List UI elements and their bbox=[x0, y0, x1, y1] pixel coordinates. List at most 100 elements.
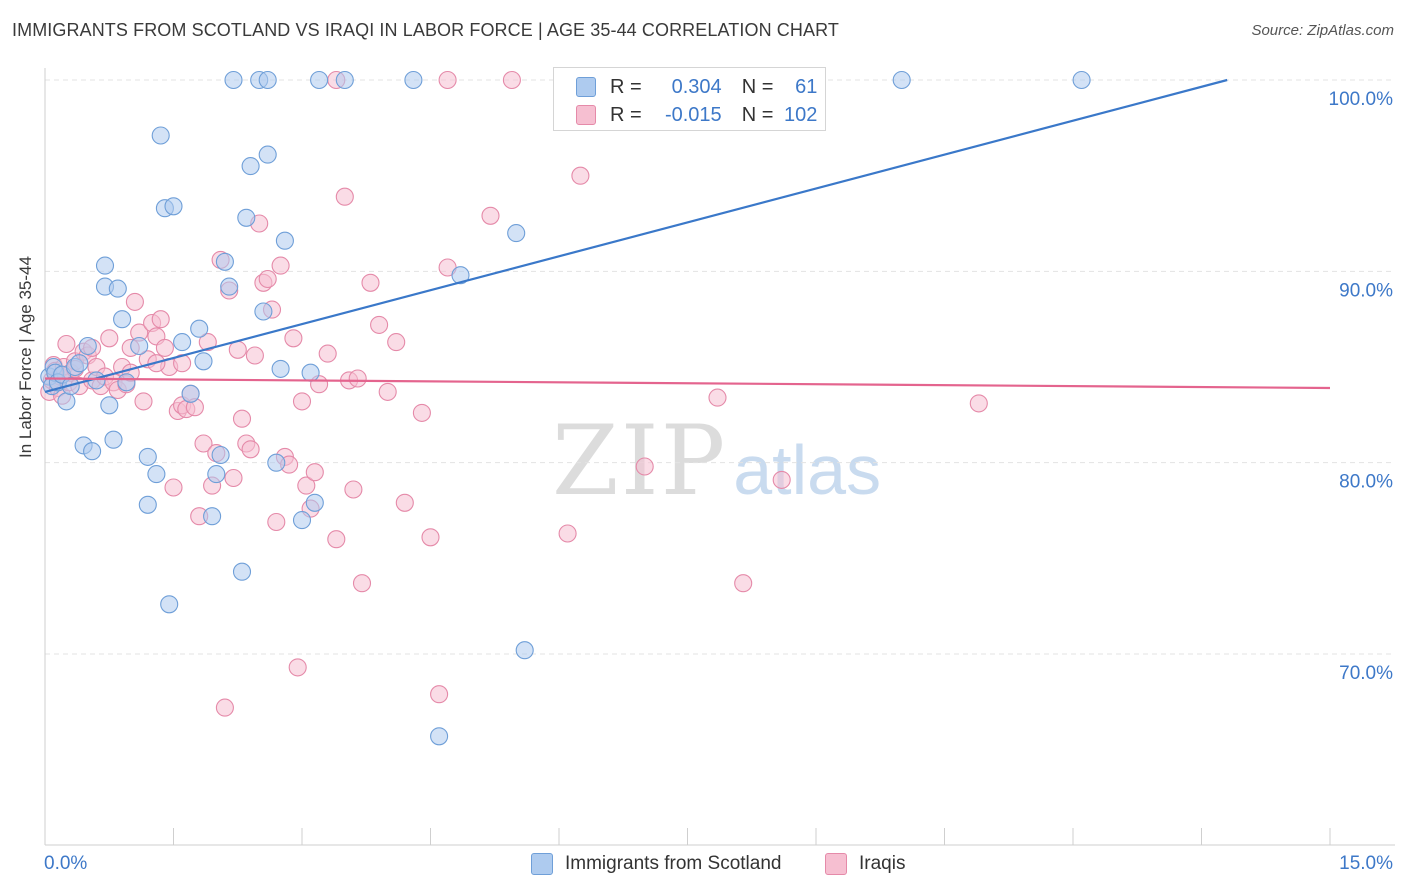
source-credit: Source: ZipAtlas.com bbox=[1251, 22, 1394, 39]
scotland-point bbox=[258, 70, 277, 90]
scotland-point bbox=[190, 319, 209, 338]
scotland-point bbox=[147, 465, 166, 484]
scotland-point bbox=[138, 495, 157, 514]
legend-r-label: R = bbox=[610, 75, 642, 98]
scotland-point bbox=[173, 333, 192, 352]
series-legend: Immigrants from Scotland Iraqis bbox=[0, 851, 1406, 879]
legend-row-scotland: R = 0.304 N = 61 bbox=[554, 73, 817, 101]
scotland-point bbox=[181, 384, 200, 403]
scotland-point bbox=[404, 70, 423, 90]
iraqis-trend-line bbox=[44, 377, 1331, 390]
scotland-point bbox=[215, 252, 234, 271]
iraqis-point bbox=[421, 528, 440, 547]
scotland-point bbox=[130, 336, 149, 356]
iraqis-point bbox=[772, 470, 791, 489]
y-tick-label: 90.0% bbox=[1339, 280, 1393, 301]
series-swatch-blue bbox=[531, 853, 553, 875]
scotland-point bbox=[232, 562, 252, 581]
iraqis-point bbox=[318, 344, 337, 363]
scotland-point bbox=[1072, 70, 1091, 90]
scotland-point bbox=[194, 352, 213, 371]
iraqis-point bbox=[288, 658, 307, 677]
scotland-point bbox=[301, 363, 320, 382]
iraqis-point bbox=[284, 329, 303, 348]
scotland-point bbox=[104, 430, 123, 449]
scotland-point bbox=[211, 445, 230, 465]
iraqis-point bbox=[481, 206, 500, 225]
scotland-point bbox=[275, 231, 294, 250]
iraqis-point bbox=[134, 392, 153, 411]
series-legend-scotland: Immigrants from Scotland bbox=[531, 853, 781, 875]
iraqis-point bbox=[57, 334, 76, 354]
iraqis-point bbox=[370, 315, 389, 334]
scotland-point bbox=[113, 310, 132, 329]
scotland-point bbox=[203, 507, 222, 526]
iraqis-point bbox=[558, 524, 577, 543]
legend-r-value: -0.015 bbox=[664, 103, 722, 126]
iraqis-point bbox=[194, 434, 213, 453]
iraqis-point bbox=[352, 574, 372, 593]
iraqis-point bbox=[502, 70, 521, 90]
y-tick-label: 100.0% bbox=[1329, 89, 1394, 110]
iraqis-point bbox=[430, 685, 449, 704]
legend-n-value: 61 bbox=[795, 75, 818, 98]
scotland-point bbox=[258, 145, 277, 164]
scotland-point bbox=[515, 641, 534, 660]
axes bbox=[44, 68, 1395, 846]
iraqis-point bbox=[297, 476, 316, 495]
y-axis-label: In Labor Force | Age 35-44 bbox=[16, 256, 35, 458]
correlation-legend: R = 0.304 N = 61 R = -0.015 N = 102 bbox=[553, 67, 826, 131]
tick-labels: 70.0% 80.0% 90.0% 100.0% 0.0% 15.0% bbox=[44, 89, 1393, 874]
chart-title: IMMIGRANTS FROM SCOTLAND VS IRAQI IN LAB… bbox=[12, 20, 839, 40]
scotland-point bbox=[83, 442, 102, 461]
iraqis-point bbox=[734, 574, 753, 593]
iraqis-point bbox=[267, 512, 286, 532]
scotland-point bbox=[271, 359, 290, 378]
scotland-point bbox=[95, 256, 115, 275]
legend-swatch-pink bbox=[576, 105, 596, 125]
series-legend-iraqis: Iraqis bbox=[825, 853, 905, 875]
watermark: ZIPatlas bbox=[552, 405, 881, 517]
scotland-trend-line bbox=[44, 78, 1228, 393]
iraqis-point bbox=[151, 310, 170, 329]
iraqis-point bbox=[258, 269, 277, 289]
iraqis-point bbox=[387, 333, 406, 352]
scotland-point bbox=[310, 70, 329, 90]
iraqis-point bbox=[327, 530, 346, 549]
scotland-point bbox=[224, 70, 243, 90]
iraqis-point bbox=[348, 369, 367, 388]
scotland-point bbox=[267, 453, 286, 472]
watermark-atlas: atlas bbox=[733, 431, 882, 509]
y-tick-label: 80.0% bbox=[1339, 472, 1393, 493]
y-tick-label: 70.0% bbox=[1339, 663, 1393, 684]
iraqis-point bbox=[571, 166, 590, 185]
scotland-point bbox=[305, 493, 324, 512]
legend-row-iraqis: R = -0.015 N = 102 bbox=[554, 101, 817, 129]
scotland-point bbox=[70, 354, 89, 373]
scotland-point bbox=[254, 302, 273, 321]
iraqis-point bbox=[395, 493, 414, 512]
iraqis-point bbox=[271, 256, 290, 275]
x-tick-label: 0.0% bbox=[44, 853, 87, 874]
iraqis-point bbox=[438, 70, 457, 90]
iraqis-point bbox=[708, 388, 727, 407]
iraqis-point bbox=[335, 187, 354, 206]
iraqis-point bbox=[412, 403, 431, 422]
scotland-point bbox=[78, 336, 97, 356]
iraqis-point bbox=[198, 333, 217, 352]
scotland-point bbox=[138, 447, 157, 466]
iraqis-point bbox=[361, 273, 380, 292]
trend-lines bbox=[44, 78, 1331, 393]
scotland-point bbox=[237, 208, 256, 227]
scotland-point bbox=[164, 197, 183, 216]
iraqis-point bbox=[305, 463, 324, 482]
scotland-point bbox=[117, 373, 136, 392]
legend-swatch-blue bbox=[576, 77, 596, 97]
iraqis-point bbox=[125, 292, 144, 311]
scotland-point bbox=[151, 126, 170, 145]
iraqis-point bbox=[228, 340, 247, 359]
scotland-point bbox=[335, 70, 354, 90]
legend-r-value: 0.304 bbox=[671, 75, 722, 98]
scotland-point bbox=[207, 465, 226, 484]
